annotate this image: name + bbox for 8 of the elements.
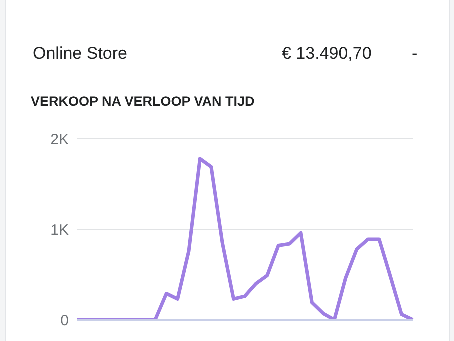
y-tick-label: 1K [50, 222, 69, 239]
y-tick-label: 0 [60, 312, 69, 330]
text: € 13.490,70 [282, 44, 372, 64]
chart-title: VERKOOP NA VERLOOP VAN TIJD [31, 94, 255, 109]
y-tick-label: 2K [50, 131, 69, 148]
text: Online Store [33, 44, 128, 64]
text: - [412, 44, 418, 64]
line-series [75, 157, 415, 320]
